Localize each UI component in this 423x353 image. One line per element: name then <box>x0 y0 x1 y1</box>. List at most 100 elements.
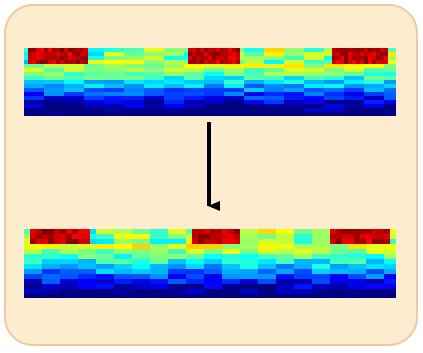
heatmap-cell <box>392 92 396 96</box>
heatmap-cell <box>204 239 210 244</box>
heatmap-cell <box>316 104 320 108</box>
heatmap-cell <box>60 284 66 289</box>
heatmap-cell <box>328 108 332 112</box>
heatmap-cell <box>96 254 102 259</box>
heatmap-cell <box>176 56 180 60</box>
heatmap-cell <box>126 274 132 279</box>
heatmap-cell <box>128 112 132 116</box>
heatmap-cell <box>212 100 216 104</box>
heatmap-cell <box>64 48 68 52</box>
heatmap-cell <box>288 88 292 92</box>
heatmap-cell <box>160 88 164 92</box>
heatmap-cell <box>78 279 84 284</box>
heatmap-cell <box>392 60 396 64</box>
heatmap-cell <box>164 76 168 80</box>
heatmap-cell <box>156 289 162 294</box>
heatmap-cell <box>144 249 150 254</box>
heatmap-cell <box>80 108 84 112</box>
heatmap-cell <box>300 64 304 68</box>
heatmap-cell <box>24 72 28 76</box>
heatmap-cell <box>152 64 156 68</box>
heatmap-cell <box>384 104 388 108</box>
heatmap-cell <box>96 289 102 294</box>
heatmap-cell <box>100 64 104 68</box>
heatmap-cell <box>376 80 380 84</box>
heatmap-cell <box>104 72 108 76</box>
heatmap-cell <box>252 259 258 264</box>
heatmap-cell <box>308 84 312 88</box>
heatmap-cell <box>156 259 162 264</box>
heatmap-cell <box>340 60 344 64</box>
heatmap-cell <box>324 284 330 289</box>
heatmap-cell <box>114 239 120 244</box>
heatmap-cell <box>212 56 216 60</box>
heatmap-cell <box>104 92 108 96</box>
heatmap-cell <box>392 64 396 68</box>
heatmap-cell <box>284 72 288 76</box>
heatmap-cell <box>120 108 124 112</box>
heatmap-cell <box>260 96 264 100</box>
heatmap-cell <box>36 72 40 76</box>
heatmap-cell <box>156 239 162 244</box>
heatmap-cell <box>108 60 112 64</box>
heatmap-cell <box>186 229 192 234</box>
heatmap-cell <box>126 279 132 284</box>
heatmap-cell <box>92 92 96 96</box>
heatmap-cell <box>304 104 308 108</box>
heatmap-cell <box>272 52 276 56</box>
heatmap-cell <box>132 284 138 289</box>
heatmap-cell <box>212 104 216 108</box>
heatmap-cell <box>32 72 36 76</box>
heatmap-cell <box>292 88 296 92</box>
heatmap-cell <box>60 104 64 108</box>
heatmap-cell <box>112 80 116 84</box>
heatmap-cell <box>294 249 300 254</box>
heatmap-cell <box>348 104 352 108</box>
heatmap-cell <box>174 234 180 239</box>
heatmap-cell <box>296 96 300 100</box>
heatmap-cell <box>60 269 66 274</box>
heatmap-cell <box>392 104 396 108</box>
heatmap-cell <box>232 52 236 56</box>
heatmap-cell <box>320 52 324 56</box>
heatmap-cell <box>324 104 328 108</box>
heatmap-cell <box>212 68 216 72</box>
heatmap-cell <box>48 96 52 100</box>
heatmap-cell <box>288 234 294 239</box>
heatmap-cell <box>126 244 132 249</box>
heatmap-cell <box>24 279 30 284</box>
heatmap-cell <box>276 289 282 294</box>
heatmap-cell <box>168 60 172 64</box>
heatmap-cell <box>136 52 140 56</box>
heatmap-cell <box>352 88 356 92</box>
heatmap-cell <box>364 68 368 72</box>
heatmap-cell <box>144 100 148 104</box>
heatmap-cell <box>204 249 210 254</box>
heatmap-cell <box>312 64 316 68</box>
heatmap-cell <box>224 60 228 64</box>
heatmap-cell <box>188 64 192 68</box>
heatmap-cell <box>288 229 294 234</box>
heatmap-cell <box>36 92 40 96</box>
heatmap-cell <box>320 88 324 92</box>
heatmap-cell <box>140 112 144 116</box>
heatmap-cell <box>324 48 328 52</box>
heatmap-cell <box>246 254 252 259</box>
heatmap-cell <box>128 60 132 64</box>
heatmap-cell <box>288 80 292 84</box>
heatmap-cell <box>360 92 364 96</box>
heatmap-cell <box>306 254 312 259</box>
heatmap-cell <box>276 234 282 239</box>
heatmap-cell <box>90 269 96 274</box>
heatmap-cell <box>344 88 348 92</box>
heatmap-cell <box>228 52 232 56</box>
heatmap-cell <box>320 96 324 100</box>
heatmap-cell <box>172 92 176 96</box>
heatmap-cell <box>308 72 312 76</box>
heatmap-cell <box>252 100 256 104</box>
heatmap-cell <box>96 48 100 52</box>
heatmap-cell <box>180 274 186 279</box>
heatmap-cell <box>84 76 88 80</box>
heatmap-cell <box>390 264 396 269</box>
heatmap-cell <box>372 244 378 249</box>
